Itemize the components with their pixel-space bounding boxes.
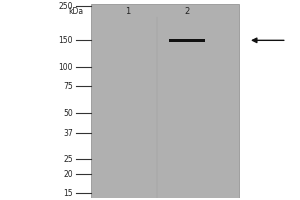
Text: 100: 100 [58, 63, 73, 72]
Text: 2: 2 [184, 7, 190, 16]
Text: 150: 150 [58, 36, 73, 45]
FancyBboxPatch shape [169, 39, 205, 42]
Text: 25: 25 [63, 155, 73, 164]
Text: 37: 37 [63, 129, 73, 138]
FancyBboxPatch shape [91, 4, 239, 198]
Text: 75: 75 [63, 82, 73, 91]
Text: 250: 250 [58, 2, 73, 11]
Text: kDa: kDa [68, 7, 83, 16]
Text: 1: 1 [125, 7, 130, 16]
Text: 20: 20 [63, 170, 73, 179]
Text: 50: 50 [63, 109, 73, 118]
Text: 15: 15 [63, 189, 73, 198]
